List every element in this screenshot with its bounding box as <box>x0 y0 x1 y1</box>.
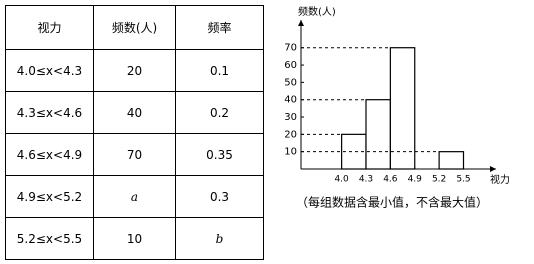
frequency-table: 视力 频数(人) 频率 4.0≤x<4.3 20 0.1 4.3≤x<4.6 40 0.2 4.6… <box>5 5 264 260</box>
x-axis-label: 视力 <box>490 173 510 186</box>
bar <box>389 47 416 170</box>
y-tick-label: 60 <box>284 60 297 71</box>
y-axis-arrow <box>298 20 304 26</box>
x-tick-label: 5.2 <box>432 175 446 185</box>
table-row: 4.6≤x<4.9 70 0.35 <box>5 133 264 176</box>
bar <box>365 99 391 170</box>
table-cell: 5.2≤x<5.5 <box>5 217 94 260</box>
table-row: 视力 频数(人) 频率 <box>5 5 264 50</box>
table-cell: 0.35 <box>175 133 264 176</box>
y-tick-label: 30 <box>284 112 297 123</box>
table-cell: 4.6≤x<4.9 <box>5 133 94 176</box>
x-tick-label: 4.6 <box>383 175 398 185</box>
table-row: 4.0≤x<4.3 20 0.1 <box>5 49 264 92</box>
x-axis-arrow <box>490 166 496 172</box>
table-cell: a <box>93 175 176 218</box>
y-tick-label: 50 <box>284 77 297 88</box>
table-cell: b <box>175 217 264 260</box>
bar <box>438 151 465 170</box>
table-cell: 70 <box>93 133 176 176</box>
table-cell: 0.1 <box>175 49 264 92</box>
table-body: 视力 频数(人) 频率 4.0≤x<4.3 20 0.1 4.3≤x<4.6 40 0.2 4.6… <box>5 5 264 260</box>
table-row: 5.2≤x<5.5 10 b <box>5 217 264 260</box>
y-tick-label: 40 <box>284 95 297 106</box>
table-cell: 频数(人) <box>93 5 176 50</box>
x-tick-label: 5.5 <box>456 175 470 185</box>
table-cell: 10 <box>93 217 176 260</box>
table-cell: 视力 <box>5 5 94 50</box>
y-tick-label: 10 <box>284 147 297 158</box>
table-cell: 0.2 <box>175 91 264 134</box>
x-tick-label: 4.0 <box>334 175 349 185</box>
y-tick-label: 20 <box>284 129 297 140</box>
table-cell: 40 <box>93 91 176 134</box>
table-cell: 4.3≤x<4.6 <box>5 91 94 134</box>
table-cell: 4.0≤x<4.3 <box>5 49 94 92</box>
table-row: 4.3≤x<4.6 40 0.2 <box>5 91 264 134</box>
y-axis-label: 频数(人) <box>298 5 336 18</box>
x-tick-label: 4.3 <box>359 175 373 185</box>
caption: （每组数据含最小值，不含最大值） <box>296 195 488 210</box>
y-tick-label: 70 <box>284 43 297 54</box>
x-tick-label: 4.9 <box>408 175 423 185</box>
